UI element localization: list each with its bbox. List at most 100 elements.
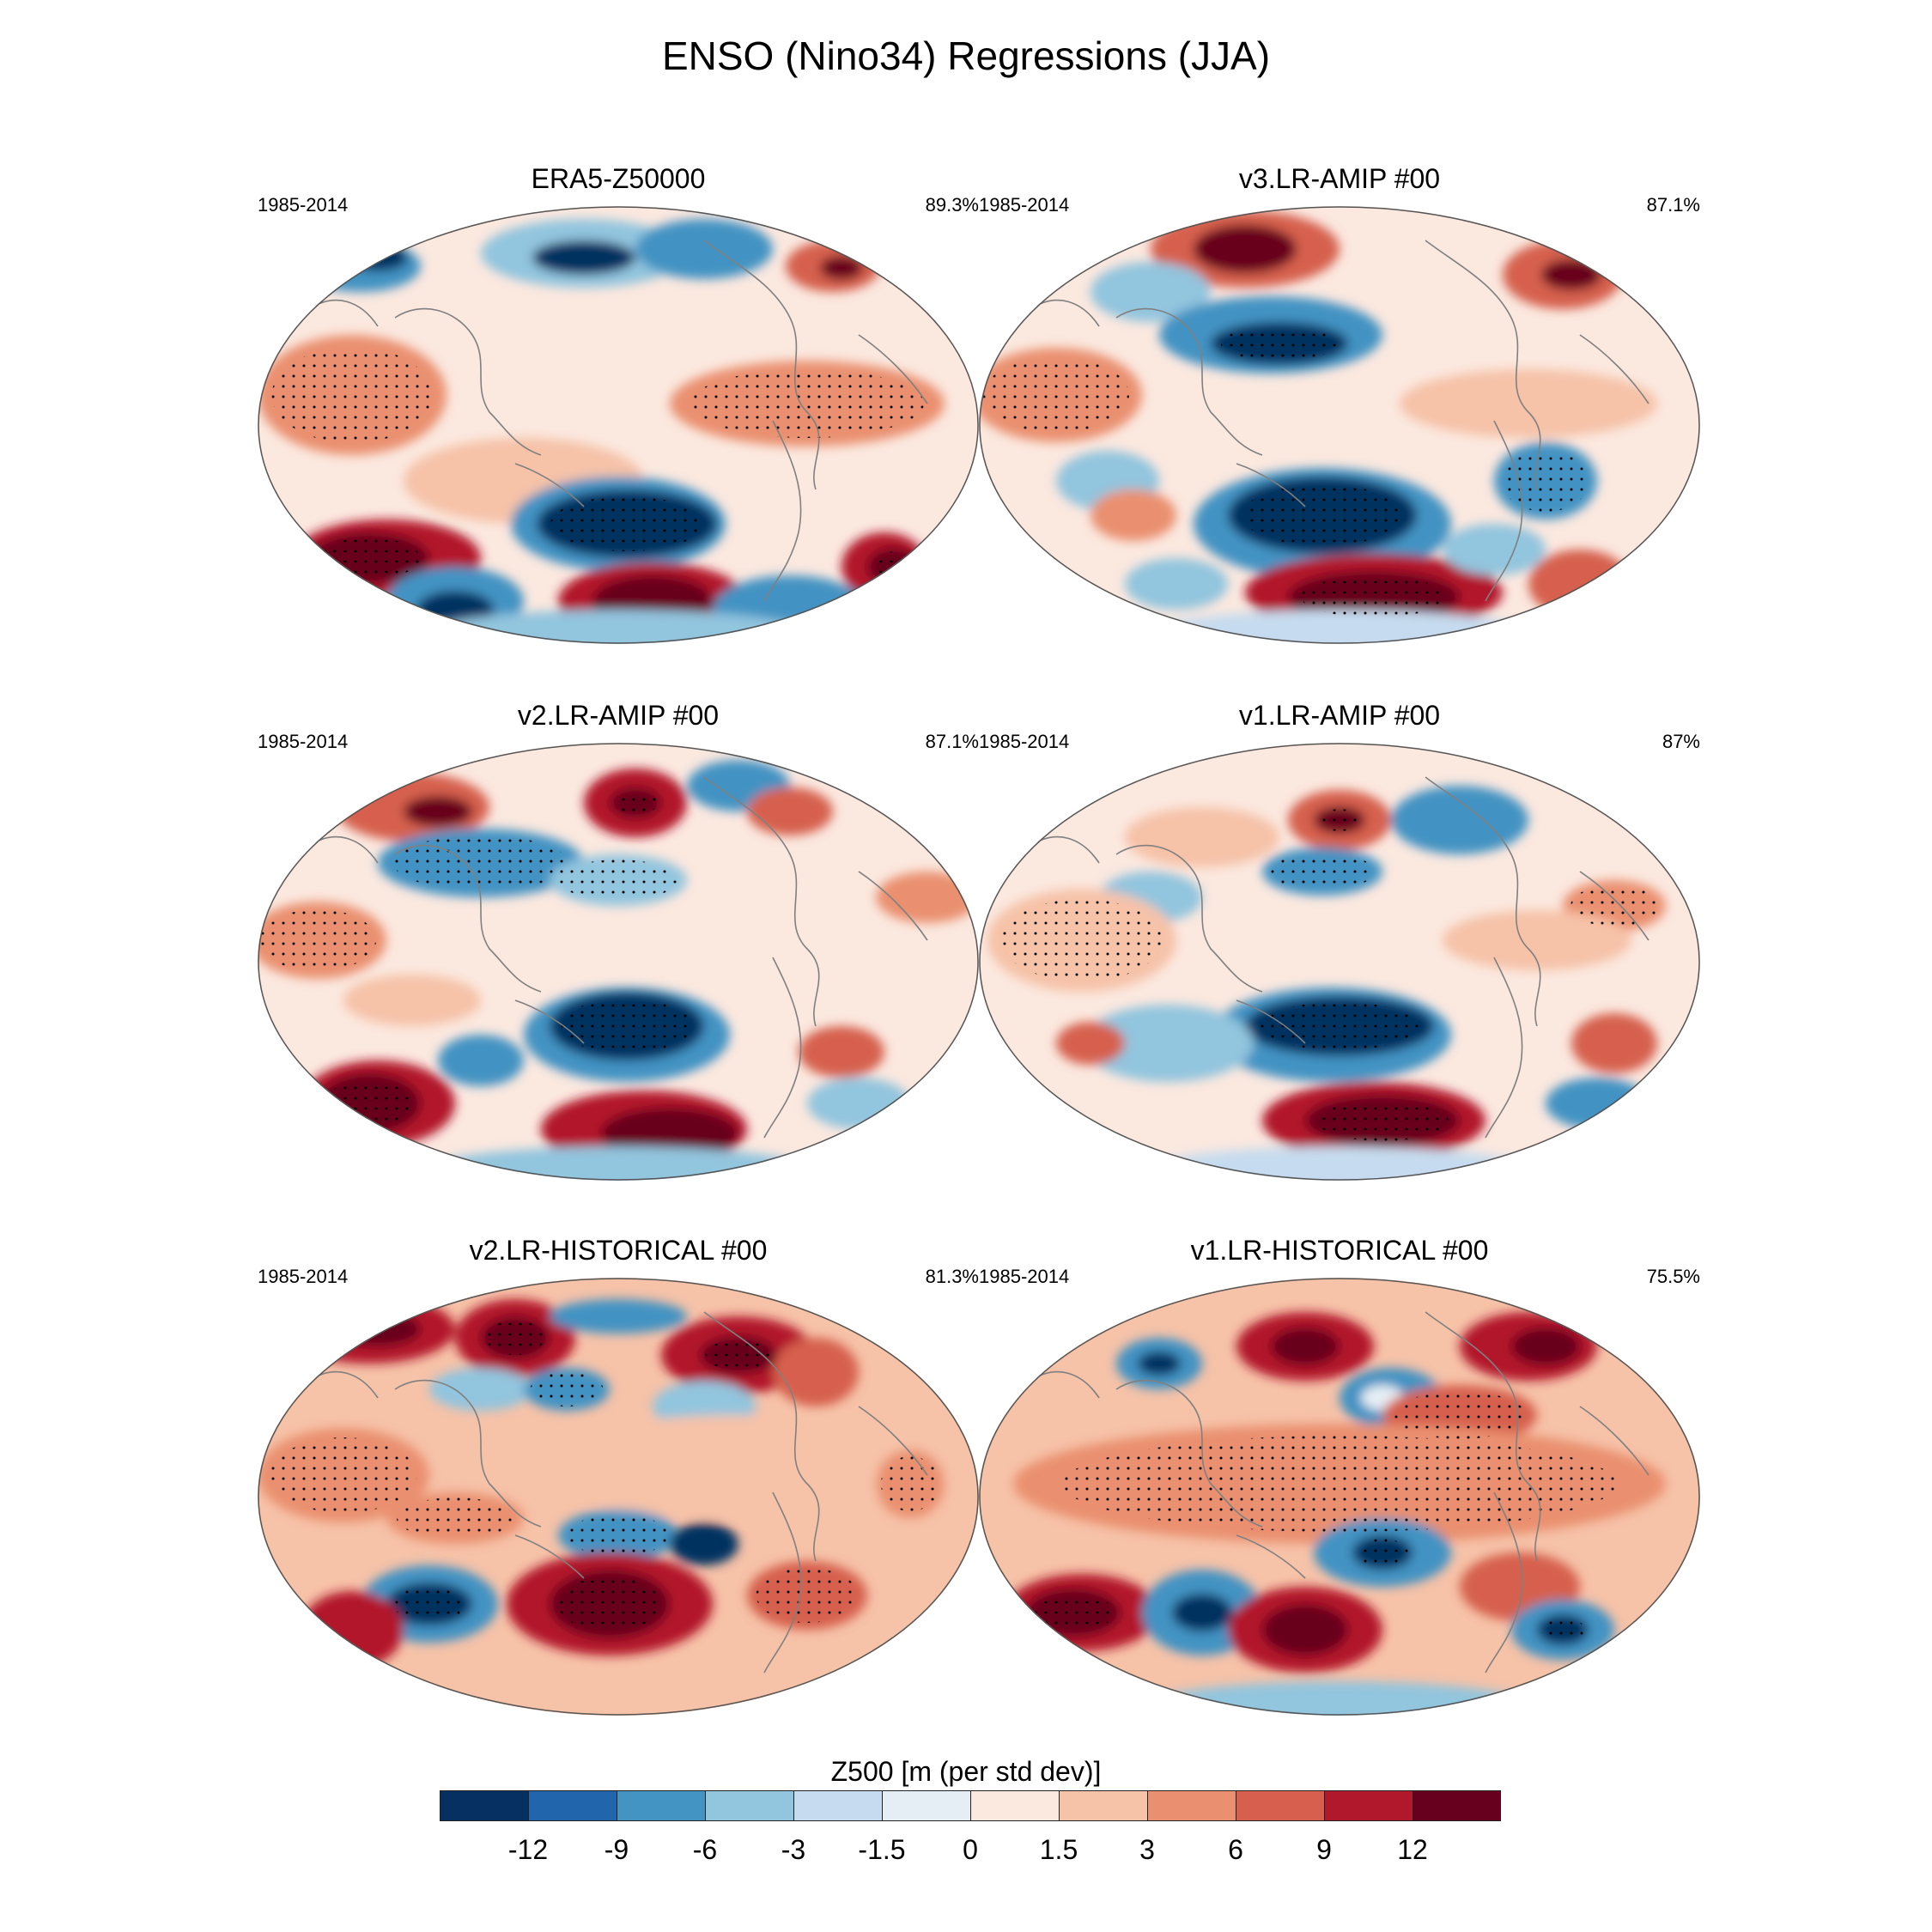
coastline [1236,999,1306,1044]
regression-map [979,1278,1700,1716]
map-outline [979,206,1700,644]
map-panel-v2-amip: v2.LR-AMIP #00 1985-2014 87.1% [258,700,979,1181]
significance-stipple [259,909,376,971]
significance-stipple [1062,1436,1617,1532]
colorbar-tick-label: -3 [781,1834,806,1865]
anomaly-region [1172,1594,1232,1631]
anomaly-region [438,1035,524,1086]
coastline [1236,1534,1306,1579]
significance-stipple [560,860,677,901]
anomaly-region [1091,489,1176,541]
coastline [514,1534,585,1579]
map-panel-v2-historical: v2.LR-HISTORICAL #00 1985-2014 81.3% [258,1235,979,1716]
colorbar-tick-label: 6 [1228,1834,1243,1865]
colorbar-tick-label: 0 [963,1834,978,1865]
map-outline [979,743,1700,1181]
significance-stipple [690,369,924,438]
coastline [394,307,542,456]
colorbar-tick-label: 1.5 [1039,1834,1078,1865]
significance-stipple [705,1340,772,1370]
anomaly-region [807,1078,910,1129]
panel-title: v1.LR-HISTORICAL #00 [1190,1235,1489,1266]
anomaly-region [421,1146,816,1181]
coastline [763,420,802,602]
anomaly-region [550,1299,687,1334]
anomaly-region [1511,1327,1580,1365]
coastline [1115,307,1263,456]
anomaly-region [1125,807,1279,867]
panel-pattern-corr: 87.1% [1646,194,1700,216]
anomaly-region [799,1026,884,1078]
coastline [394,844,542,993]
colorbar-segment [1413,1790,1501,1821]
panel-pattern-corr: 87.1% [925,731,979,752]
significance-stipple [613,790,658,816]
panel-period: 1985-2014 [979,731,1070,752]
coastline [858,871,928,941]
map-panel-v3-amip: v3.LR-AMIP #00 1985-2014 87.1% [979,163,1700,644]
anomaly-region [343,975,481,1026]
anomaly-region [283,1295,455,1364]
significance-stipple [486,1321,544,1355]
colorbar-segment [882,1790,970,1821]
coastline [1425,240,1541,490]
panel-title: v3.LR-AMIP #00 [1238,163,1441,194]
significance-stipple [983,357,1129,433]
coastline [1425,776,1541,1027]
significance-stipple [567,1515,670,1556]
anomaly-region [1262,1604,1348,1656]
anomaly-region [421,610,816,644]
anomaly-region [601,1108,738,1159]
anomaly-region [532,240,635,275]
anomaly-region [404,796,472,827]
coastline [703,240,820,490]
significance-stipple [392,1587,466,1621]
coastline [1425,1311,1541,1562]
map-panel-v1-historical: v1.LR-HISTORICAL #00 1985-2014 75.5% [979,1235,1700,1716]
significance-stipple [561,999,693,1054]
significance-stipple [550,496,704,551]
colorbar-tick-label: 12 [1397,1834,1428,1865]
significance-stipple [1394,1391,1526,1439]
coastline [1236,463,1306,507]
map-outline [258,1278,979,1716]
anomaly-region [1194,225,1297,273]
colorbar-segment [970,1790,1059,1821]
colorbar-segment [705,1790,793,1821]
anomaly-region [1082,1005,1254,1082]
map-panel-era5: ERA5-Z50000 1985-2014 89.3% [258,163,979,644]
panel-period: 1985-2014 [258,731,349,752]
colorbar-segment [1147,1790,1236,1821]
significance-stipple [1271,852,1374,891]
coastline [1485,1492,1523,1674]
panel-period: 1985-2014 [258,194,349,216]
anomaly-region [635,219,773,279]
coastline [1579,871,1649,941]
significance-stipple [1317,809,1362,831]
colorbar-title: Z500 [m (per std dev)] [830,1756,1102,1787]
significance-stipple [393,835,568,890]
regression-map [979,743,1700,1181]
panel-pattern-corr: 89.3% [925,194,979,216]
anomaly-region [524,1415,953,1518]
panel-pattern-corr: 81.3% [925,1266,979,1287]
anomaly-region [1400,369,1657,438]
map-panel-v1-amip: v1.LR-AMIP #00 1985-2014 87% [979,700,1700,1181]
coastline [1115,844,1263,993]
map-outline [258,206,979,644]
anomaly-region [1142,1681,1537,1716]
anomaly-region [1142,610,1537,644]
anomaly-region [670,1522,738,1565]
panel-title: v2.LR-AMIP #00 [517,700,720,731]
figure-title: ENSO (Nino34) Regressions (JJA) [661,33,1271,78]
anomaly-region [348,244,408,271]
anomaly-region [1391,786,1528,854]
colorbar-tick-label: -1.5 [858,1834,906,1865]
colorbar-tick-label: 9 [1316,1834,1332,1865]
significance-stipple [1001,899,1163,981]
regression-map [258,743,979,1181]
panel-period: 1985-2014 [979,194,1070,216]
coastline [703,776,820,1027]
anomaly-region [1138,1352,1181,1376]
coastline [1579,334,1649,404]
